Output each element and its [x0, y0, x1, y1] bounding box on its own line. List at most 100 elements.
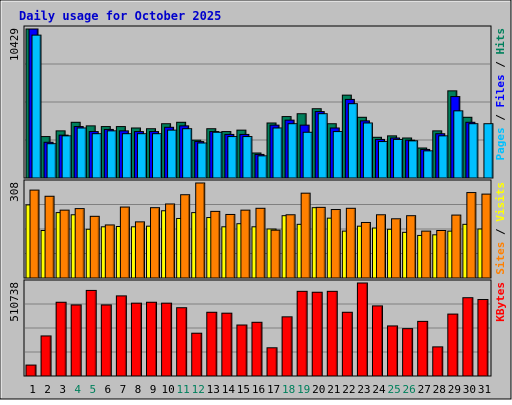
bar-kbytes-day-19 — [296, 290, 308, 377]
x-tick-label-day-3: 3 — [59, 383, 66, 396]
bar-sites-day-20 — [315, 206, 326, 279]
bar-pages-day-18 — [287, 123, 298, 179]
bar-sites-day-27 — [421, 230, 432, 279]
series-legend-part: Hits — [494, 28, 507, 55]
bar-sites-day-16 — [255, 207, 266, 279]
bar-kbytes-day-13 — [206, 311, 218, 377]
bar-sites-day-22 — [345, 207, 356, 279]
bar-kbytes-day-18 — [281, 316, 293, 377]
bar-kbytes-day-11 — [176, 307, 188, 377]
panel-hits-files-pages: 10429 Pages / Files / Hits — [8, 25, 507, 179]
bar-pages-day-8 — [136, 133, 147, 179]
x-tick-label-day-24: 24 — [372, 383, 386, 396]
bar-pages-day-16 — [257, 155, 268, 179]
bar-sites-day-9 — [150, 207, 161, 279]
bar-kbytes-day-10 — [161, 302, 173, 377]
bar-kbytes-day-12 — [191, 332, 203, 377]
x-tick-label-day-30: 30 — [463, 383, 476, 396]
x-tick-label-day-18: 18 — [282, 383, 295, 396]
bar-pages-day-31 — [483, 123, 494, 179]
bar-sites-day-23 — [360, 221, 371, 279]
bar-kbytes-day-20 — [311, 291, 323, 377]
x-tick-label-day-26: 26 — [403, 383, 416, 396]
x-tick-label-day-12: 12 — [192, 383, 205, 396]
bar-sites-day-14 — [225, 213, 236, 279]
x-tick-label-day-31: 31 — [478, 383, 491, 396]
bar-kbytes-day-31 — [477, 299, 489, 377]
y-max-label-hits-files-pages: 10429 — [8, 28, 21, 61]
bar-pages-day-24 — [377, 141, 388, 179]
x-tick-label-day-7: 7 — [120, 383, 127, 396]
series-sites — [29, 182, 492, 279]
series-legend-visits-sites: Sites / Visits — [494, 182, 507, 275]
x-tick-label-day-15: 15 — [237, 383, 250, 396]
series-legend-part: Pages — [494, 127, 507, 160]
bar-sites-day-12 — [195, 182, 206, 279]
x-tick-label-day-5: 5 — [89, 383, 96, 396]
bar-sites-day-4 — [74, 208, 85, 279]
bar-kbytes-day-17 — [266, 347, 278, 377]
x-tick-label-day-11: 11 — [177, 383, 190, 396]
bar-sites-day-7 — [119, 206, 130, 279]
bar-sites-day-10 — [165, 203, 176, 279]
bar-sites-day-11 — [180, 194, 191, 279]
bar-pages-day-3 — [61, 135, 72, 179]
series-legend-kbytes: KBytes — [494, 282, 507, 322]
bar-pages-day-5 — [91, 133, 102, 179]
y-max-label-visits-sites: 308 — [8, 182, 21, 202]
bar-pages-day-28 — [438, 135, 449, 179]
bar-pages-day-9 — [152, 133, 163, 179]
series-legend-part: Sites — [494, 242, 507, 275]
bar-pages-day-12 — [197, 142, 208, 179]
x-tick-label-day-28: 28 — [433, 383, 446, 396]
bar-kbytes-day-4 — [70, 304, 82, 377]
bar-kbytes-day-16 — [251, 321, 263, 377]
bar-sites-day-21 — [330, 209, 341, 279]
bar-kbytes-day-29 — [447, 313, 459, 377]
bar-pages-day-27 — [423, 150, 434, 179]
bar-kbytes-day-2 — [40, 335, 52, 377]
bar-kbytes-day-30 — [462, 297, 474, 377]
panel-visits-sites: 308 Sites / Visits — [8, 179, 507, 279]
bar-kbytes-day-26 — [402, 328, 414, 377]
series-legend-hits-files-pages: Pages / Files / Hits — [494, 28, 507, 161]
x-tick-label-day-21: 21 — [327, 383, 340, 396]
bar-sites-day-30 — [466, 192, 477, 279]
bar-kbytes-day-24 — [371, 305, 383, 377]
bar-sites-day-3 — [59, 209, 70, 279]
x-tick-label-day-14: 14 — [222, 383, 236, 396]
x-tick-label-day-17: 17 — [267, 383, 280, 396]
bar-pages-day-11 — [182, 128, 193, 179]
bar-kbytes-day-27 — [417, 320, 429, 377]
bar-kbytes-day-25 — [387, 325, 399, 377]
bar-sites-day-17 — [270, 229, 281, 279]
bar-sites-day-29 — [451, 214, 462, 279]
bar-kbytes-day-3 — [55, 301, 67, 377]
chart-title: Daily usage for October 2025 — [19, 9, 221, 23]
x-tick-label-day-29: 29 — [448, 383, 461, 396]
bar-kbytes-day-6 — [100, 304, 112, 377]
bar-kbytes-day-7 — [115, 295, 127, 377]
bar-pages-day-14 — [227, 136, 238, 179]
x-tick-label-day-27: 27 — [418, 383, 431, 396]
bar-pages-day-2 — [46, 143, 57, 179]
bar-pages-day-6 — [106, 130, 117, 179]
x-tick-label-day-23: 23 — [357, 383, 370, 396]
bar-sites-day-26 — [406, 215, 417, 279]
bar-sites-day-2 — [44, 195, 55, 279]
x-tick-label-day-9: 9 — [150, 383, 157, 396]
panel-kbytes: 510738 KBytes — [8, 279, 507, 377]
bar-kbytes-day-8 — [130, 302, 142, 377]
x-tick-label-day-20: 20 — [312, 383, 325, 396]
bar-sites-day-6 — [104, 224, 115, 279]
bar-pages-day-10 — [167, 129, 178, 179]
series-legend-part: KBytes — [494, 282, 507, 322]
x-tick-label-day-2: 2 — [44, 383, 51, 396]
bar-sites-day-8 — [134, 221, 145, 279]
bar-sites-day-18 — [285, 214, 296, 279]
chart-panels: 10429 Pages / Files / Hits 308 Sites / Visi… — [8, 25, 507, 377]
bar-pages-day-25 — [393, 138, 404, 179]
series-kbytes — [25, 282, 489, 377]
x-tick-label-day-8: 8 — [135, 383, 142, 396]
